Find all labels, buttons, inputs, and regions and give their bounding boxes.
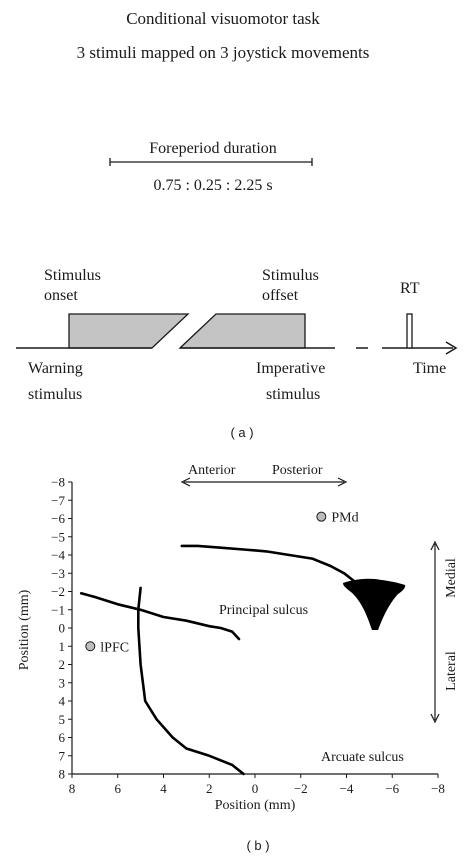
y-tick-label: −4	[51, 548, 65, 563]
x-tick-label: −8	[431, 781, 445, 796]
sulci	[79, 544, 371, 776]
x-tick-label: 6	[115, 781, 122, 796]
medial-label: Medial	[444, 558, 459, 598]
stimulus-onset-label-line2: onset	[44, 287, 78, 304]
y-tick-label: −7	[51, 493, 65, 508]
y-tick-label: 5	[59, 712, 66, 727]
stimulus-box-right	[178, 313, 306, 349]
y-tick-label: 1	[59, 639, 66, 654]
x-axis-label: Position (mm)	[215, 798, 296, 813]
y-tick-label: 6	[59, 730, 66, 745]
posterior-arrowhead	[337, 477, 348, 487]
y-tick-label: 7	[59, 748, 66, 763]
principal-sulcus-line	[79, 591, 241, 641]
stimulus-onset-label-line1: Stimulus	[44, 267, 101, 284]
y-tick-label: −5	[51, 529, 65, 544]
y-tick-label: 2	[59, 657, 66, 672]
pmd-marker	[316, 511, 327, 522]
time-label: Time	[413, 360, 446, 377]
x-tick-label: 0	[252, 781, 259, 796]
y-tick-label: −6	[51, 511, 65, 526]
anterior-label: Anterior	[188, 463, 236, 478]
panel-b-label: ( b )	[246, 838, 269, 853]
panel-a: Conditional visuomotor task 3 stimuli ma…	[16, 9, 458, 440]
task-title-line1: Conditional visuomotor task	[126, 9, 320, 28]
x-tick-label: 8	[69, 781, 76, 796]
arcuate-sulcus-superior-limb-line	[180, 544, 371, 590]
foreperiod-value: 0.75 : 0.25 : 2.25 s	[153, 177, 272, 194]
y-tick-label: 4	[59, 694, 66, 709]
pmd-label: PMd	[331, 511, 358, 526]
time-axis-arrowhead	[445, 341, 458, 355]
y-tick-label: 8	[59, 767, 66, 782]
warning-stimulus-label-line1: Warning	[28, 360, 83, 377]
y-tick-label: 0	[59, 621, 66, 636]
medial-arrowhead	[430, 540, 440, 551]
y-tick-label: 3	[59, 675, 66, 690]
y-tick-label: −3	[51, 566, 65, 581]
lpfc-label: lPFC	[100, 640, 129, 655]
imperative-stimulus-label-line1: Imperative	[256, 360, 325, 377]
y-axis-label: Position (mm)	[17, 589, 32, 670]
arcuate-sulcus-posterior-limb-line	[137, 586, 245, 776]
lpfc-marker	[85, 641, 96, 652]
markers: PMd lPFC	[85, 511, 359, 655]
stimulus-offset-label-line1: Stimulus	[262, 267, 319, 284]
stimulus-box-left	[68, 313, 190, 349]
panel-a-label: ( a )	[230, 425, 253, 440]
rt-label: RT	[400, 280, 420, 297]
imperative-stimulus-label-line2: stimulus	[266, 386, 320, 403]
warning-stimulus-label-line2: stimulus	[28, 386, 82, 403]
x-tick-label: 4	[160, 781, 167, 796]
principal-sulcus-label: Principal sulcus	[219, 603, 308, 618]
foreperiod-label: Foreperiod duration	[149, 140, 277, 157]
arcuate-sulcus-junction	[343, 578, 406, 630]
stimulus-offset-label-line2: offset	[262, 287, 299, 304]
posterior-label: Posterior	[272, 463, 323, 478]
x-tick-label: 2	[206, 781, 213, 796]
rt-pulse	[406, 313, 413, 349]
y-tick-label: −8	[51, 475, 65, 490]
lateral-label: Lateral	[444, 651, 459, 691]
y-tick-label: −2	[51, 584, 65, 599]
task-title-line2: 3 stimuli mapped on 3 joystick movements	[77, 43, 370, 62]
x-tick-label: −2	[294, 781, 308, 796]
lateral-arrowhead	[430, 713, 440, 724]
y-tick-label: −1	[51, 602, 65, 617]
arcuate-sulcus-label: Arcuate sulcus	[321, 750, 404, 765]
panel-b: 8 6 4 2 0 −2 −4 −6 −8 −8 −7 −6 −5 −4 −3 −2 −1 0 1 2 3 4 5 6 78 …	[17, 463, 459, 853]
x-ticks: 8 6 4 2 0 −2 −4 −6 −8	[69, 774, 445, 796]
anterior-arrowhead	[180, 477, 191, 487]
x-tick-label: −6	[385, 781, 399, 796]
y-ticks: −8 −7 −6 −5 −4 −3 −2 −1 0 1 2 3 4 5 6 7 8	[51, 475, 72, 782]
x-tick-label: −4	[340, 781, 354, 796]
